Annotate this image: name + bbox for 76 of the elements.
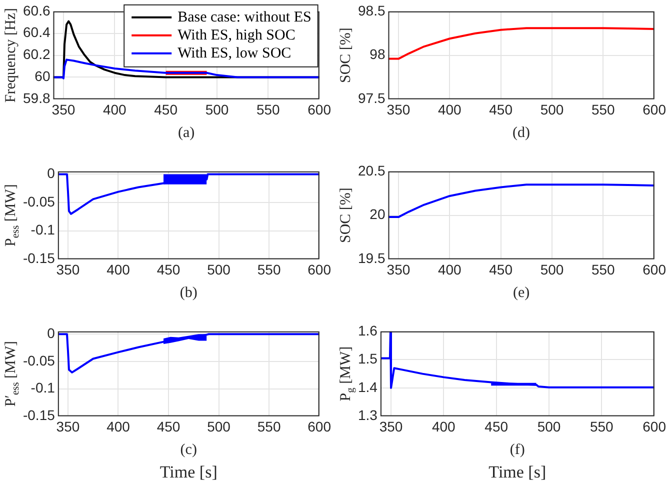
- x-tick-label: 350: [379, 418, 403, 434]
- text: (e): [512, 285, 530, 302]
- x-tick-label: 600: [642, 418, 666, 434]
- x-tick-label: 350: [56, 418, 80, 434]
- text: (f): [510, 442, 525, 458]
- x-tick-label: 350: [52, 101, 76, 118]
- x-axis-title: Time [s]: [488, 462, 546, 482]
- y-axis-title: SOC [%]: [338, 188, 354, 244]
- x-tick-label: 350: [386, 261, 410, 278]
- y-tick-label: 59.8: [23, 90, 50, 106]
- x-tick-label: 550: [590, 418, 614, 434]
- x-tick-label: 500: [540, 261, 564, 278]
- x-tick-label: 400: [438, 101, 462, 118]
- x-tick-label: 600: [308, 418, 332, 434]
- y-tick-label: 1.4: [358, 378, 378, 395]
- x-tick-label: 350: [56, 261, 80, 278]
- x-tick-label: 450: [156, 261, 180, 278]
- x-axis-title: Time [s]: [160, 462, 218, 482]
- y-axis-title: Pess [MW]: [2, 184, 22, 247]
- y-tick-label: 60: [34, 68, 50, 84]
- x-tick-label: 500: [207, 418, 231, 434]
- x-tick-label: 450: [154, 101, 178, 118]
- y-tick-label: 20.5: [358, 162, 386, 178]
- y-tick-label: 1.3: [358, 407, 378, 424]
- y-tick-label: -0.05: [22, 193, 56, 210]
- x-tick-label: 600: [308, 261, 332, 278]
- x-tick-label: 550: [591, 101, 616, 118]
- x-tick-label: 500: [537, 418, 561, 434]
- legend-label: With ES, low SOC: [178, 45, 292, 62]
- y-tick-label: 1.5: [358, 350, 378, 367]
- y-tick-label: 1.6: [358, 322, 378, 338]
- x-tick-label: 500: [207, 261, 231, 278]
- y-tick-label: -0.05: [22, 352, 56, 368]
- y-tick-label: 97.5: [358, 90, 386, 106]
- y-axis-title: SOC [%]: [338, 28, 354, 84]
- x-tick-label: 450: [156, 418, 180, 434]
- x-tick-label: 450: [484, 418, 508, 434]
- y-tick-label: 60.4: [23, 24, 50, 40]
- x-tick-label: 550: [257, 261, 281, 278]
- x-tick-label: 550: [591, 261, 616, 278]
- x-tick-label: 550: [257, 418, 281, 434]
- x-tick-label: 400: [438, 261, 462, 278]
- x-tick-label: 350: [386, 101, 410, 118]
- legend-label: With ES, high SOC: [178, 27, 296, 44]
- y-tick-label: 0: [47, 324, 56, 341]
- y-axis-title: P′ess [MW]: [2, 340, 22, 407]
- x-tick-label: 550: [256, 101, 280, 118]
- text: (c): [180, 442, 197, 458]
- y-tick-label: -0.15: [22, 250, 56, 266]
- x-tick-label: 600: [642, 261, 666, 278]
- x-tick-label: 400: [106, 418, 130, 434]
- text: (b): [180, 285, 198, 302]
- y-tick-label: 20: [370, 206, 386, 222]
- y-tick-label: 0: [47, 165, 56, 182]
- x-tick-label: 600: [642, 101, 666, 118]
- legend-label: Base case: without ES: [178, 9, 312, 26]
- x-tick-label: 500: [205, 101, 229, 118]
- x-tick-label: 600: [308, 101, 332, 118]
- x-tick-label: 500: [540, 101, 564, 118]
- x-tick-label: 400: [106, 261, 130, 278]
- y-tick-label: 19.5: [358, 250, 386, 266]
- x-tick-label: 450: [489, 261, 513, 278]
- y-tick-label: -0.15: [22, 407, 56, 424]
- x-tick-label: 400: [102, 101, 127, 118]
- y-axis-title: Pg [MW]: [338, 346, 356, 402]
- text: (d): [512, 125, 530, 142]
- y-tick-label: -0.1: [30, 380, 56, 396]
- text: (a): [178, 125, 195, 142]
- x-tick-label: 400: [432, 418, 456, 434]
- y-tick-label: 60.6: [23, 2, 50, 18]
- y-tick-label: 60.2: [23, 46, 50, 62]
- y-tick-label: 98.5: [358, 2, 386, 18]
- y-tick-label: -0.1: [30, 222, 56, 238]
- y-axis-title: Frequency [Hz]: [2, 8, 19, 103]
- y-tick-label: 98: [370, 46, 386, 62]
- x-tick-label: 450: [489, 101, 513, 118]
